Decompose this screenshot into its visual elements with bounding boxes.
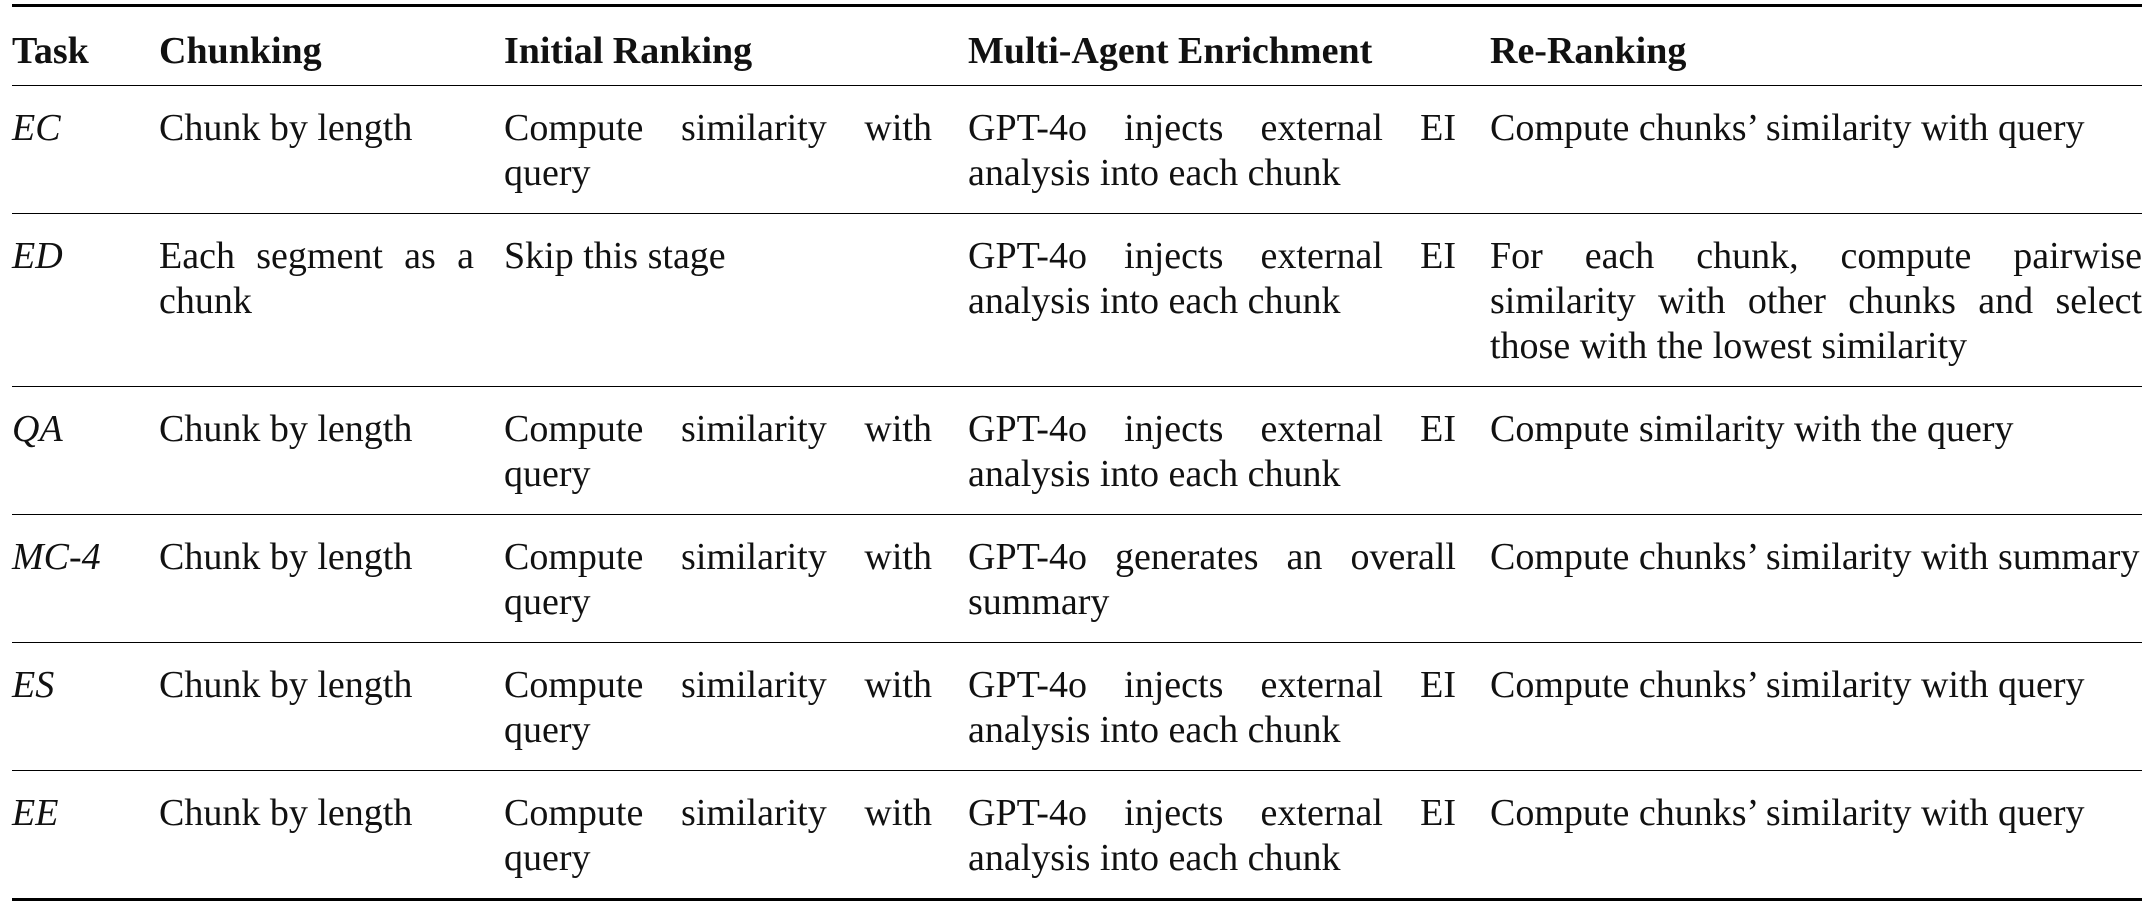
re-ranking-cell: Compute chunks’ similarity with query bbox=[1490, 792, 2085, 834]
chunking-cell: Chunk by length bbox=[159, 536, 413, 578]
table-row: ED Each segment as a chunk Skip this sta… bbox=[12, 214, 2142, 387]
re-ranking-cell: Compute chunks’ similarity with query bbox=[1490, 107, 2085, 149]
enrichment-cell: GPT-4o injects external EI analysis into… bbox=[968, 408, 1456, 495]
table-row: ES Chunk by length Compute similarity wi… bbox=[12, 643, 2142, 771]
table-row: MC-4 Chunk by length Compute similarity … bbox=[12, 515, 2142, 643]
initial-ranking-cell: Compute similarity with query bbox=[504, 536, 932, 623]
task-cell: EC bbox=[12, 107, 61, 149]
enrichment-cell: GPT-4o injects external EI analysis into… bbox=[968, 792, 1456, 879]
header-row: Task Chunking Initial Ranking Multi-Agen… bbox=[12, 5, 2142, 86]
task-cell: ED bbox=[12, 235, 63, 277]
enrichment-cell: GPT-4o injects external EI analysis into… bbox=[968, 235, 1456, 322]
initial-ranking-cell: Skip this stage bbox=[504, 235, 726, 277]
initial-ranking-cell: Compute similarity with query bbox=[504, 408, 932, 495]
re-ranking-cell: For each chunk, compute pairwise similar… bbox=[1490, 235, 2142, 367]
header-multi-agent-enrichment: Multi-Agent Enrichment bbox=[968, 30, 1373, 72]
header-initial-ranking: Initial Ranking bbox=[504, 30, 753, 72]
chunking-cell: Chunk by length bbox=[159, 408, 413, 450]
initial-ranking-cell: Compute similarity with query bbox=[504, 792, 932, 879]
task-cell: ES bbox=[12, 664, 55, 706]
table-header: Task Chunking Initial Ranking Multi-Agen… bbox=[12, 5, 2142, 86]
re-ranking-cell: Compute chunks’ similarity with query bbox=[1490, 664, 2085, 706]
re-ranking-cell: Compute chunks’ similarity with summary bbox=[1490, 536, 2140, 578]
header-task: Task bbox=[12, 30, 89, 72]
table-row: EC Chunk by length Compute similarity wi… bbox=[12, 86, 2142, 214]
task-cell: EE bbox=[12, 792, 59, 834]
task-cell: MC-4 bbox=[12, 536, 101, 578]
table-row: EE Chunk by length Compute similarity wi… bbox=[12, 771, 2142, 900]
chunking-cell: Each segment as a chunk bbox=[159, 235, 474, 322]
method-stages-table: Task Chunking Initial Ranking Multi-Agen… bbox=[12, 4, 2142, 901]
table-row: QA Chunk by length Compute similarity wi… bbox=[12, 387, 2142, 515]
initial-ranking-cell: Compute similarity with query bbox=[504, 664, 932, 751]
re-ranking-cell: Compute similarity with the query bbox=[1490, 408, 2014, 450]
header-re-ranking: Re-Ranking bbox=[1490, 30, 1687, 72]
enrichment-cell: GPT-4o injects external EI analysis into… bbox=[968, 664, 1456, 751]
header-chunking: Chunking bbox=[159, 30, 322, 72]
enrichment-cell: GPT-4o generates an overall summary bbox=[968, 536, 1456, 623]
chunking-cell: Chunk by length bbox=[159, 792, 413, 834]
initial-ranking-cell: Compute similarity with query bbox=[504, 107, 932, 194]
task-cell: QA bbox=[12, 408, 63, 450]
chunking-cell: Chunk by length bbox=[159, 107, 413, 149]
chunking-cell: Chunk by length bbox=[159, 664, 413, 706]
table-body: EC Chunk by length Compute similarity wi… bbox=[12, 86, 2142, 900]
enrichment-cell: GPT-4o injects external EI analysis into… bbox=[968, 107, 1456, 194]
